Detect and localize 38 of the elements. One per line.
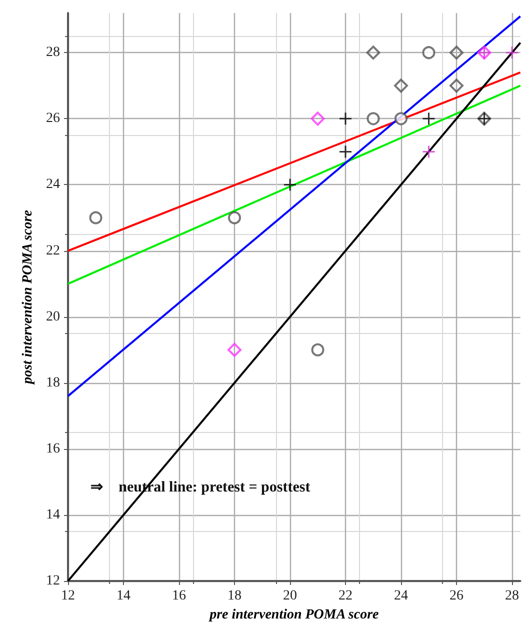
point [310,112,325,126]
point [366,46,380,60]
point [366,112,380,126]
x-tick-label: 20 [283,588,297,604]
x-tick-label: 24 [394,588,408,604]
x-tick-label: 18 [228,588,242,604]
point [338,112,352,126]
y-tick-label: 18 [46,375,60,390]
point [422,46,436,60]
y-tick-label: 22 [46,243,60,258]
x-tick-label: 28 [505,588,519,604]
x-tick-label: 12 [61,588,75,604]
point [422,144,436,158]
y-tick-label: 16 [46,441,60,456]
y-tick-label: 12 [46,574,60,588]
point [228,211,241,224]
x-tick-label: 16 [172,588,186,604]
x-tick-label: 22 [338,588,352,604]
y-axis-title: post intervention POMA score [20,210,36,385]
point [228,342,242,357]
x-axis-title: pre intervention POMA score [208,607,379,622]
point [394,112,408,126]
point [450,78,464,93]
point [422,112,436,126]
point [338,144,352,158]
point [505,46,519,60]
y-tick-label: 24 [46,177,60,192]
y-tick-label: 14 [46,507,60,522]
y-tick-label: 28 [46,45,60,60]
point [311,343,324,356]
point [450,46,464,60]
point [89,211,102,224]
x-tick-label: 14 [116,588,130,604]
point [394,78,408,93]
point [283,178,297,192]
y-tick-label: 26 [46,111,60,126]
x-tick-label: 26 [450,588,464,604]
y-tick-label: 20 [46,309,60,324]
